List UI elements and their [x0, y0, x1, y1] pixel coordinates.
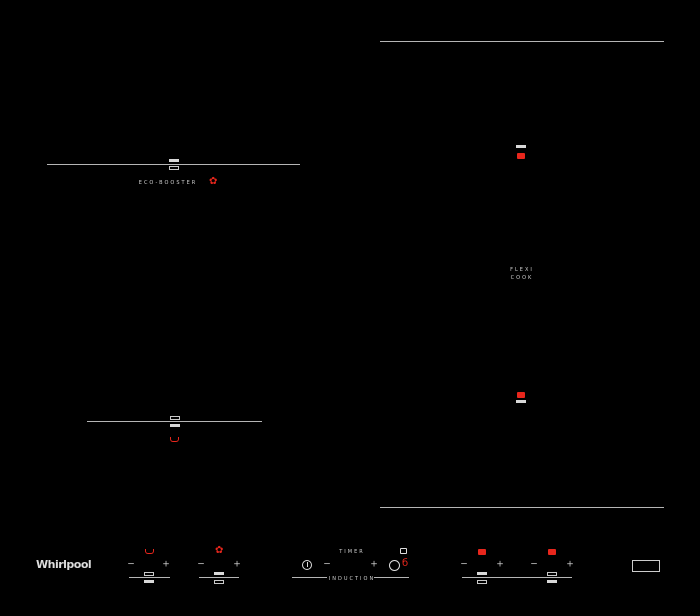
- pan-icon: [170, 437, 179, 442]
- induction-label: INDUCTION: [328, 576, 376, 582]
- lock-icon[interactable]: [400, 548, 407, 554]
- bottom-left-zone-line: [87, 421, 262, 422]
- timer-circle-button[interactable]: [389, 560, 400, 571]
- zone1-plus-button[interactable]: +: [162, 559, 170, 570]
- pan-icon: [145, 549, 154, 554]
- zone-indicator-outline: [170, 416, 180, 420]
- zone-indicator-filled: [170, 424, 180, 427]
- zone4-plus-button[interactable]: +: [566, 559, 574, 570]
- zone3-indicator-filled: [477, 572, 487, 575]
- zone2-plus-button[interactable]: +: [233, 559, 241, 570]
- zone1-indicator-outline: [144, 572, 154, 576]
- zone1-minus-button[interactable]: −: [127, 559, 135, 570]
- zone2-indicator-filled: [214, 572, 224, 575]
- flexi-label: FLEXI: [510, 267, 534, 273]
- flexi-indicator-filled: [516, 145, 526, 148]
- flexi-slider[interactable]: [462, 577, 572, 578]
- whirlpool-logo: Whirlpool: [36, 558, 92, 571]
- eco-booster-label: ECO-BOOSTER: [138, 180, 198, 186]
- zone-indicator-outline: [169, 166, 179, 170]
- right-zone-bottom-line: [380, 507, 664, 508]
- timer-label: TIMER: [339, 549, 365, 555]
- zone4-minus-button[interactable]: −: [530, 559, 538, 570]
- zone3-indicator-outline: [477, 580, 487, 584]
- cook-label: COOK: [510, 275, 534, 281]
- flexi-zone-icon: [548, 549, 556, 555]
- zone3-minus-button[interactable]: −: [460, 559, 468, 570]
- zone4-indicator-filled: [547, 580, 557, 583]
- zone1-indicator-filled: [144, 580, 154, 583]
- leaf-icon: ✿: [215, 545, 224, 556]
- zone1-slider[interactable]: [129, 577, 170, 578]
- zone2-indicator-outline: [214, 580, 224, 584]
- timer-minus-button[interactable]: −: [323, 559, 331, 570]
- timer-line-right: [374, 577, 409, 578]
- timer-plus-button[interactable]: +: [370, 559, 378, 570]
- flexi-zone-icon: [478, 549, 486, 555]
- leaf-icon: ✿: [209, 176, 218, 187]
- timer-icon[interactable]: б: [402, 558, 409, 569]
- power-icon[interactable]: [302, 560, 312, 570]
- timer-line-left: [292, 577, 327, 578]
- zone4-indicator-outline: [547, 572, 557, 576]
- top-left-zone-line: [47, 164, 300, 165]
- right-zone-top-line: [380, 41, 664, 42]
- zone2-minus-button[interactable]: −: [197, 559, 205, 570]
- flexi-zone-icon: [517, 392, 525, 398]
- flexi-zone-icon: [517, 153, 525, 159]
- flexi-indicator-filled: [516, 400, 526, 403]
- zone2-slider[interactable]: [199, 577, 239, 578]
- zone3-plus-button[interactable]: +: [496, 559, 504, 570]
- zone-indicator-filled: [169, 159, 179, 162]
- display-window: [632, 560, 660, 572]
